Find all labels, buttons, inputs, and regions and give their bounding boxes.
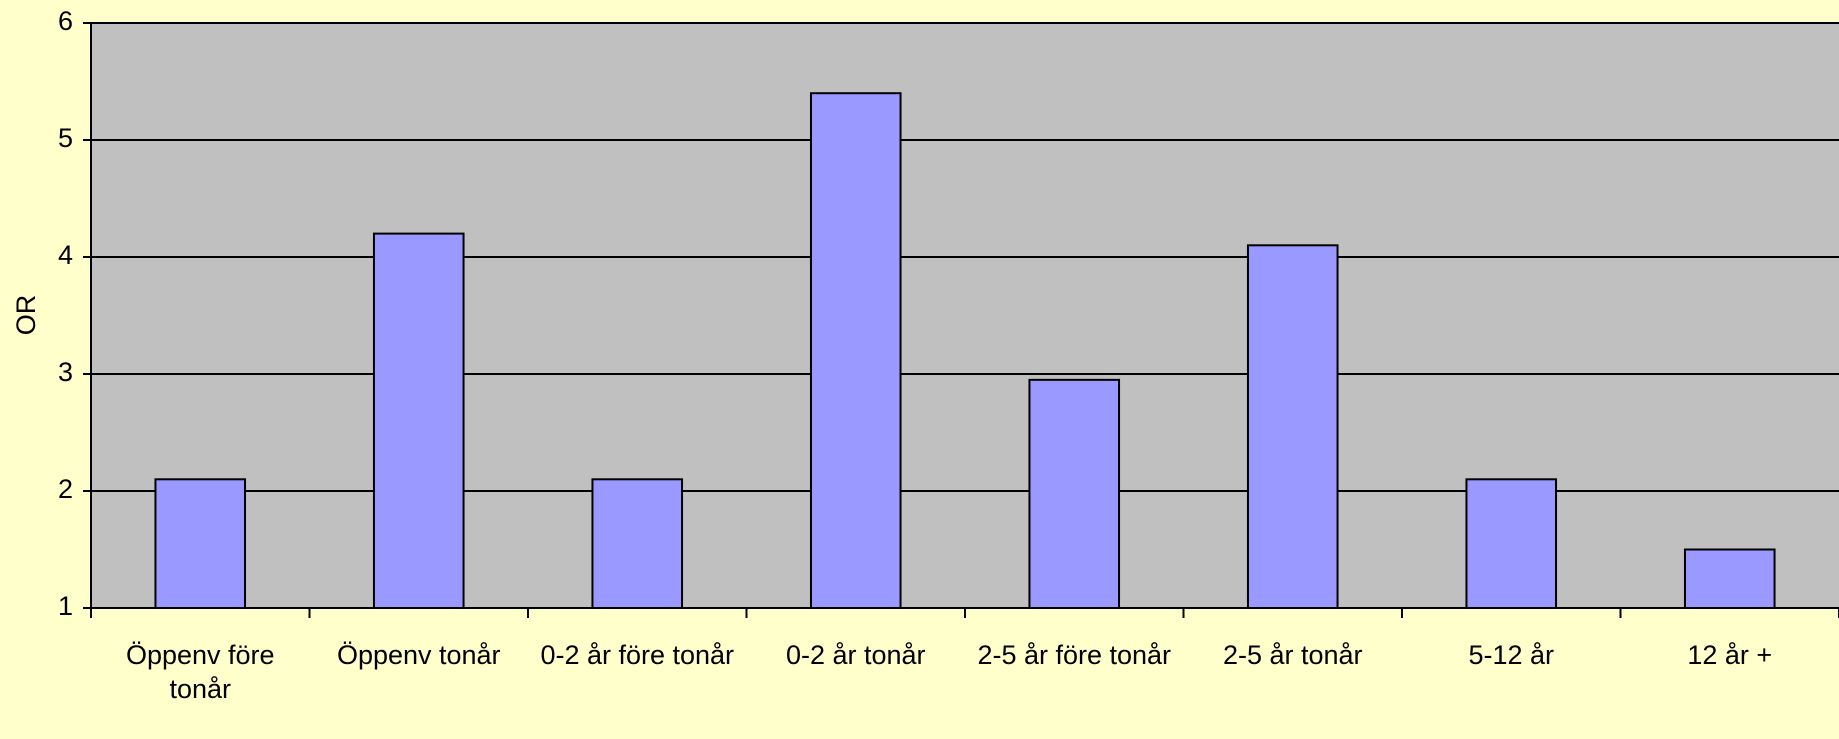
- x-tick-label: 0-2 år tonår: [785, 640, 926, 670]
- x-tick-label: 2-5 år tonår: [1222, 640, 1363, 670]
- x-tick-label: Öppenv före tonår: [125, 640, 275, 704]
- y-axis-label: OR: [11, 295, 41, 336]
- x-tick-label: Öppenv tonår: [336, 640, 501, 670]
- x-tick-label: 2-5 år före tonår: [977, 640, 1172, 670]
- plot-area: [91, 23, 1839, 608]
- y-tick-label: 3: [58, 357, 73, 387]
- y-tick-label: 1: [58, 591, 73, 621]
- x-tick-label: 12 år +: [1687, 640, 1773, 670]
- y-tick-label: 2: [58, 474, 73, 504]
- bar: [154, 478, 247, 609]
- bar: [591, 478, 684, 609]
- y-tick-label: 5: [58, 123, 73, 153]
- y-tick-label: 6: [58, 6, 73, 36]
- y-tick-label: 4: [58, 240, 73, 270]
- bar: [809, 92, 902, 609]
- x-tick-label: 5-12 år: [1468, 640, 1555, 670]
- bar: [1246, 244, 1339, 610]
- bar: [1683, 548, 1776, 609]
- x-tick-label: 0-2 år före tonår: [540, 640, 735, 670]
- bar: [1028, 378, 1121, 609]
- bar: [1465, 478, 1558, 609]
- bar: [372, 232, 465, 609]
